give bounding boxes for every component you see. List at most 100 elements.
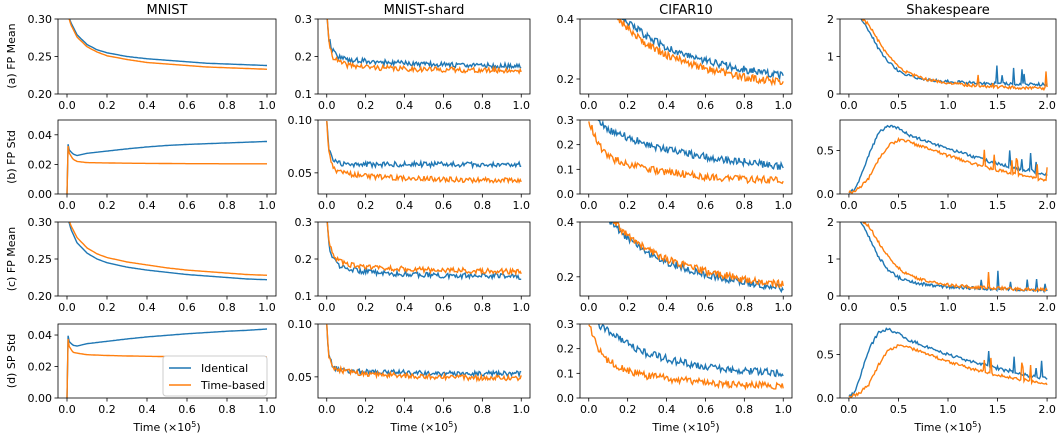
panel-a-fp-mean-cifar10: 0.0 0.2 0.4 0.6 0.8 1.0 0.2 0.4 [557,13,793,112]
panel-a-fp-mean-mnist: 0.0 0.2 0.4 0.6 0.8 1.0 0.20 0.25 0.30 [28,13,277,112]
panel-d-sp-std-cifar10: 0.0 0.2 0.4 0.6 0.8 1.0 0.0 0.1 0.2 0.3 [557,318,793,416]
y-tick-label-d-sp-std-cifar10-2: 0.2 [557,343,575,356]
x-tick-label-c-fp-mean-shakespeare-0: 0.0 [840,301,858,314]
y-tick-label-b-fp-std-shakespeare-0: 0.0 [817,188,835,201]
x-tick-label-d-sp-std-cifar10-3: 0.6 [697,403,715,416]
series-time-based-c-fp-mean-mnist [68,222,268,276]
x-tick-label-b-fp-std-shakespeare-0: 0.0 [840,199,858,212]
x-tick-label-c-fp-mean-shakespeare-4: 2.0 [1038,301,1056,314]
x-tick-label-a-fp-mean-cifar10-4: 0.8 [736,99,754,112]
x-axis-label-0: Time (×105) [132,420,200,434]
series-identical-a-fp-mean-mnist-shard [326,19,522,71]
series-time-based-b-fp-std-mnist-shard [326,120,522,185]
axes-frame-b-fp-std-cifar10 [579,119,793,195]
row-label-d: (d) SP Std [5,334,18,388]
x-tick-label-d-sp-std-cifar10-0: 0.0 [580,403,598,416]
series-time-based-b-fp-std-mnist [66,145,267,194]
y-tick-label-d-sp-std-mnist-shard-1: 0.10 [288,318,313,331]
y-tick-label-a-fp-mean-mnist-shard-0: 0.1 [295,88,313,101]
x-tick-label-a-fp-mean-mnist-3: 0.6 [178,99,196,112]
x-tick-label-a-fp-mean-mnist-shard-2: 0.4 [396,99,414,112]
series-identical-d-sp-std-shakespeare [848,327,1048,397]
series-identical-a-fp-mean-mnist [68,19,267,67]
x-tick-label-c-fp-mean-cifar10-4: 0.8 [736,301,754,314]
panel-b-fp-std-cifar10: 0.0 0.2 0.4 0.6 0.8 1.0 0.0 0.1 0.2 0.3 [557,114,793,212]
axes-frame-b-fp-std-mnist [57,119,277,195]
x-tick-label-c-fp-mean-cifar10-0: 0.0 [580,301,598,314]
x-tick-label-d-sp-std-cifar10-5: 1.0 [774,403,792,416]
panel-b-fp-std-mnist: 0.0 0.2 0.4 0.6 0.8 1.0 0.00 0.02 0.04 [28,119,277,212]
row-label-b: (b) FP Std [5,130,18,184]
x-tick-label-a-fp-mean-mnist-shard-5: 1.0 [512,99,530,112]
y-tick-label-a-fp-mean-shakespeare-0: 0 [827,88,834,101]
x-tick-label-d-sp-std-mnist-1: 0.2 [98,403,116,416]
x-tick-label-d-sp-std-mnist-shard-4: 0.8 [474,403,492,416]
axes-frame-b-fp-std-shakespeare [839,119,1057,195]
x-tick-label-a-fp-mean-shakespeare-3: 1.5 [989,99,1007,112]
x-tick-label-b-fp-std-mnist-shard-4: 0.8 [474,199,492,212]
x-tick-label-b-fp-std-mnist-shard-0: 0.0 [318,199,336,212]
x-tick-label-d-sp-std-shakespeare-3: 1.5 [989,403,1007,416]
x-tick-label-b-fp-std-mnist-shard-2: 0.4 [396,199,414,212]
y-tick-label-d-sp-std-cifar10-1: 0.1 [557,367,575,380]
x-tick-label-b-fp-std-mnist-1: 0.2 [98,199,116,212]
y-tick-label-c-fp-mean-shakespeare-1: 1 [827,253,834,266]
x-tick-label-a-fp-mean-mnist-1: 0.2 [98,99,116,112]
y-tick-label-c-fp-mean-shakespeare-2: 2 [827,216,834,229]
x-tick-label-d-sp-std-mnist-shard-3: 0.6 [435,403,453,416]
x-tick-label-d-sp-std-mnist-shard-0: 0.0 [318,403,336,416]
series-time-based-a-fp-mean-shakespeare [861,19,1048,92]
legend-label-time-based: Time-based [200,379,265,392]
x-axis-label-2: Time (×105) [651,420,719,434]
x-axis-labels: Time (×105) Time (×105) Time (×105) Time (×… [132,420,981,434]
series-time-based-b-fp-std-shakespeare [848,136,1048,194]
x-tick-label-a-fp-mean-cifar10-2: 0.4 [658,99,676,112]
x-tick-label-b-fp-std-mnist-shard-5: 1.0 [512,199,530,212]
x-tick-label-b-fp-std-shakespeare-3: 1.5 [989,199,1007,212]
y-tick-label-c-fp-mean-mnist-shard-0: 0.1 [295,290,313,303]
x-tick-label-c-fp-mean-cifar10-5: 1.0 [774,301,792,314]
series-identical-a-fp-mean-shakespeare [860,19,1048,87]
x-tick-label-a-fp-mean-shakespeare-1: 0.5 [890,99,908,112]
series-identical-b-fp-std-shakespeare [848,124,1048,194]
x-tick-label-b-fp-std-shakespeare-1: 0.5 [890,199,908,212]
x-tick-label-c-fp-mean-cifar10-3: 0.6 [697,301,715,314]
y-tick-label-c-fp-mean-cifar10-0: 0.2 [557,271,575,284]
x-axis-label-1: Time (×105) [389,420,457,434]
x-tick-label-b-fp-std-mnist-shard-3: 0.6 [435,199,453,212]
x-tick-label-d-sp-std-mnist-shard-5: 1.0 [512,403,530,416]
column-title-shakespeare: Shakespeare [906,3,990,18]
x-axis-label-3: Time (×105) [913,420,981,434]
axes-frame-c-fp-mean-mnist-shard [317,221,531,297]
y-tick-label-c-fp-mean-mnist-2: 0.30 [28,216,53,229]
x-tick-label-d-sp-std-shakespeare-2: 1.0 [939,403,957,416]
y-tick-label-b-fp-std-mnist-shard-1: 0.10 [288,114,313,127]
x-tick-label-a-fp-mean-shakespeare-4: 2.0 [1038,99,1056,112]
y-tick-label-c-fp-mean-shakespeare-0: 0 [827,290,834,303]
row-labels: (a) FP Mean (b) FP Std (c) FP Mean (d) S… [5,23,18,388]
x-tick-label-c-fp-mean-mnist-5: 1.0 [258,301,276,314]
row-label-a: (a) FP Mean [5,23,18,88]
x-tick-label-c-fp-mean-mnist-3: 0.6 [178,301,196,314]
y-tick-label-a-fp-mean-mnist-0: 0.20 [28,88,53,101]
y-tick-label-a-fp-mean-mnist-shard-2: 0.3 [295,13,313,26]
x-tick-label-c-fp-mean-shakespeare-3: 1.5 [989,301,1007,314]
x-tick-label-a-fp-mean-cifar10-1: 0.2 [619,99,637,112]
x-tick-label-c-fp-mean-mnist-shard-0: 0.0 [318,301,336,314]
panels-group: 0.0 0.2 0.4 0.6 0.8 1.00.200.250.300.0 0.2 0.4 0… [28,13,1057,416]
x-tick-label-b-fp-std-shakespeare-4: 2.0 [1038,199,1056,212]
x-tick-label-a-fp-mean-mnist-4: 0.8 [218,99,236,112]
series-time-based-d-sp-std-cifar10 [588,324,784,391]
x-tick-label-b-fp-std-shakespeare-2: 1.0 [939,199,957,212]
x-tick-label-c-fp-mean-mnist-shard-4: 0.8 [474,301,492,314]
y-tick-label-a-fp-mean-shakespeare-1: 1 [827,51,834,64]
x-tick-label-a-fp-mean-mnist-shard-3: 0.6 [435,99,453,112]
series-time-based-d-sp-std-shakespeare [848,344,1048,398]
x-tick-label-b-fp-std-mnist-0: 0.0 [58,199,76,212]
series-time-based-a-fp-mean-mnist [68,19,268,70]
x-tick-label-c-fp-mean-shakespeare-2: 1.0 [939,301,957,314]
x-tick-label-a-fp-mean-mnist-shard-0: 0.0 [318,99,336,112]
x-tick-label-c-fp-mean-mnist-shard-2: 0.4 [396,301,414,314]
panel-b-fp-std-shakespeare: 0.0 0.5 1.0 1.5 2.0 0.0 0.5 [817,119,1057,212]
x-tick-label-c-fp-mean-cifar10-2: 0.4 [658,301,676,314]
